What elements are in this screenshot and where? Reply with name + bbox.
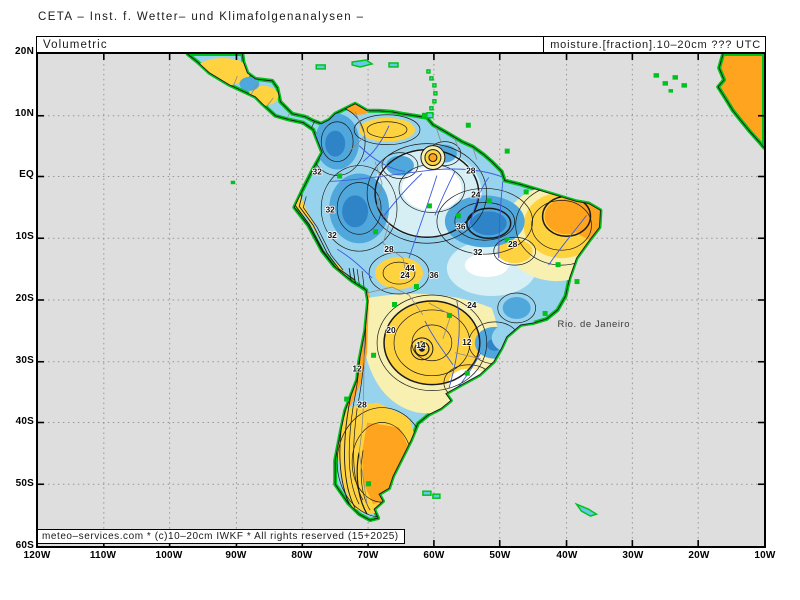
contour-label: 36: [429, 270, 439, 280]
lon-tick-label-110w: 110W: [89, 550, 117, 561]
contour-value-labels: 32 28 36 28 32 24 28 24 44 20 14 12 24 1…: [312, 165, 519, 411]
contour-label: 32: [313, 167, 323, 177]
page-title: CETA – Inst. f. Wetter– und Klimafolgena…: [38, 11, 365, 23]
station-markers: [337, 112, 580, 487]
lat-tick-label-eq: EQ: [19, 169, 34, 180]
contour-label: 28: [357, 400, 367, 410]
contour-label: 20: [386, 325, 396, 335]
graticule-gridlines: [38, 54, 764, 546]
contour-label: 24: [467, 300, 477, 310]
contour-label: 14: [416, 340, 426, 350]
lat-tick-label-10n: 10N: [15, 108, 34, 119]
lon-tick-label-100w: 100W: [155, 550, 183, 561]
lon-tick-label-120w: 120W: [23, 550, 51, 561]
lon-tick-label-50w: 50W: [489, 550, 511, 561]
lon-tick-label-80w: 80W: [291, 550, 313, 561]
coastline: [187, 54, 764, 521]
lat-tick-label-20n: 20N: [15, 46, 34, 57]
city-label-rio-de-janeiro: Rio. de Janeiro: [558, 319, 631, 330]
closed-contour-features: [410, 145, 446, 361]
field-units-time-label: moisture.[fraction].10–20cm ??? UTC: [543, 37, 765, 52]
lat-tick-label-20s: 20S: [15, 293, 34, 304]
lat-tick-label-50s: 50S: [15, 478, 34, 489]
lat-tick-label-60s: 60S: [15, 540, 34, 551]
contour-label: 44: [405, 263, 415, 273]
lon-tick-label-40w: 40W: [556, 550, 578, 561]
contour-map-svg: 32 28 36 28 32 24 28 24 44 20 14 12 24 1…: [38, 54, 764, 546]
map-canvas: 32 28 36 28 32 24 28 24 44 20 14 12 24 1…: [36, 52, 766, 548]
contour-label: 36: [456, 221, 466, 231]
attribution-box: meteo–services.com * (c)10–20cm IWKF * A…: [37, 529, 405, 544]
contour-label: 24: [471, 189, 481, 199]
lon-tick-label-10w: 10W: [754, 550, 776, 561]
islands: [230, 59, 687, 517]
attribution-text: meteo–services.com * (c)10–20cm IWKF * A…: [42, 531, 399, 542]
field-name-label: Volumetric: [43, 38, 108, 51]
contour-label: 32: [473, 247, 483, 257]
contour-label: 32: [327, 230, 337, 240]
contour-label: 32: [325, 204, 335, 214]
contour-label: 28: [384, 244, 394, 254]
lon-tick-label-90w: 90W: [225, 550, 247, 561]
contour-label: 12: [352, 364, 362, 374]
contour-label: 28: [508, 239, 518, 249]
lon-tick-label-30w: 30W: [622, 550, 644, 561]
lat-tick-label-40s: 40S: [15, 416, 34, 427]
lat-tick-label-30s: 30S: [15, 355, 34, 366]
contour-label: 12: [462, 337, 472, 347]
lat-tick-label-10s: 10S: [15, 231, 34, 242]
lon-tick-label-60w: 60W: [423, 550, 445, 561]
contour-label: 24: [400, 270, 410, 280]
lon-tick-label-20w: 20W: [688, 550, 710, 561]
map-header-bar: Volumetric moisture.[fraction].10–20cm ?…: [36, 36, 766, 53]
contour-label: 28: [466, 166, 476, 176]
lon-tick-label-70w: 70W: [357, 550, 379, 561]
